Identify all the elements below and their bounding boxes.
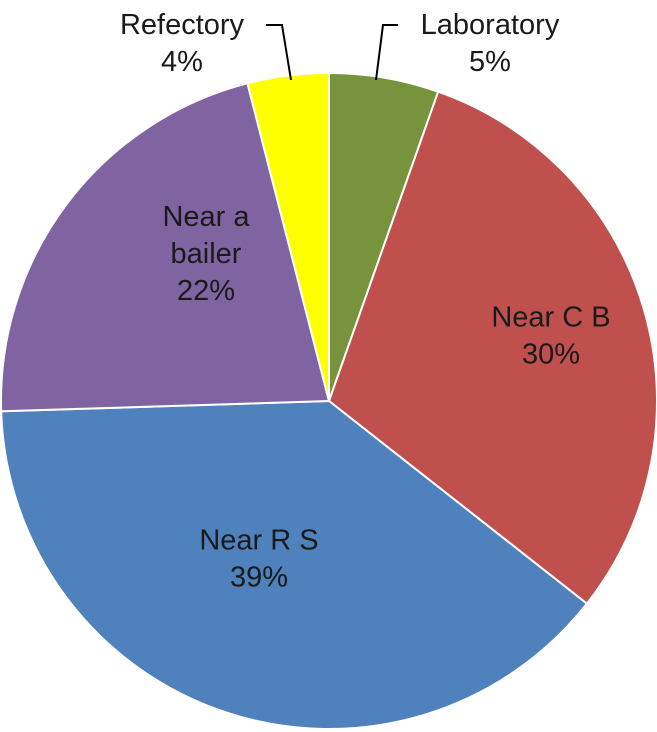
leader-line-refectory xyxy=(266,24,292,81)
leader-line-laboratory xyxy=(375,24,398,81)
pie-slice-near-a-bailer xyxy=(0,82,331,413)
data-label-laboratory: Laboratory 5% xyxy=(421,9,560,78)
data-label-near-a-bailer: Near a bailer 22% xyxy=(162,201,250,307)
pie-slices xyxy=(0,71,657,731)
data-label-refectory: Refectory 4% xyxy=(120,9,245,78)
data-label-near-c-b: Near C B 30% xyxy=(491,302,610,371)
pie-slice-near-c-b xyxy=(327,90,657,606)
data-label-near-r-s: Near R S 39% xyxy=(199,525,318,594)
slice-labels: Laboratory 5% Near C B 30% Near R S 39% Near a… xyxy=(120,9,611,594)
leader-lines xyxy=(266,24,398,81)
pie-slice-near-r-s xyxy=(0,399,589,731)
pie-slice-refectory xyxy=(246,71,330,402)
